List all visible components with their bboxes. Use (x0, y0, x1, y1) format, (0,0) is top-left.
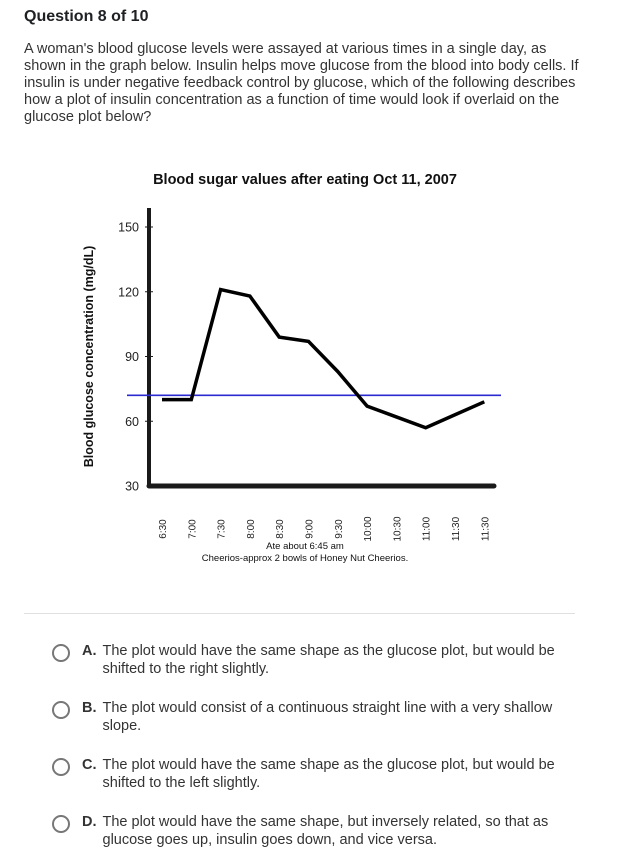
x-tick-label: 10:00 (363, 516, 374, 541)
option-letter: C. (82, 757, 97, 773)
x-tick-label: 9:00 (305, 519, 316, 539)
x-tick-label: 7:30 (217, 519, 228, 539)
radio-button[interactable] (52, 701, 70, 719)
question-text: A woman's blood glucose levels were assa… (24, 41, 579, 125)
option-a[interactable]: A. The plot would have the same shape as … (52, 642, 592, 678)
y-tick-label: 30 (125, 480, 139, 494)
option-letter: B. (82, 700, 97, 716)
x-axis-label: Cheerios-approx 2 bowls of Honey Nut Che… (202, 553, 408, 564)
x-tick-label: 6:30 (158, 519, 169, 539)
glucose-series-line (162, 287, 486, 430)
y-tick-label: 150 (118, 221, 139, 235)
x-tick-label: 11:30 (480, 516, 491, 541)
y-tick-label: 60 (125, 415, 139, 429)
option-text: The plot would have the same shape as th… (102, 643, 555, 677)
option-b[interactable]: B. The plot would consist of a continuous… (52, 699, 592, 735)
radio-button[interactable] (52, 758, 70, 776)
x-tick-label: 11:30 (451, 516, 462, 541)
y-axis-label: Blood glucose concentration (mg/dL) (82, 246, 96, 468)
option-d[interactable]: D. The plot would have the same shape, bu… (52, 813, 592, 849)
glucose-chart: Blood sugar values after eating Oct 11, … (82, 172, 501, 564)
option-text: The plot would consist of a continuous s… (102, 700, 553, 734)
radio-button[interactable] (52, 644, 70, 662)
x-tick-label: 9:30 (334, 519, 345, 539)
radio-button[interactable] (52, 815, 70, 833)
y-tick-label: 90 (125, 350, 139, 364)
x-tick-label: 8:00 (246, 519, 257, 539)
x-tick-label: 7:00 (187, 519, 198, 539)
x-tick-label: 8:30 (275, 519, 286, 539)
x-axis-label: Ate about 6:45 am (266, 541, 344, 552)
option-text: The plot would have the same shape, but … (102, 814, 549, 848)
question-header: Question 8 of 10 (24, 8, 149, 25)
y-tick-label: 120 (118, 285, 139, 299)
x-tick-label: 11:00 (422, 516, 433, 541)
option-c[interactable]: C. The plot would have the same shape as … (52, 756, 592, 792)
divider (24, 613, 575, 614)
chart-title: Blood sugar values after eating Oct 11, … (153, 172, 457, 188)
option-text: The plot would have the same shape as th… (102, 757, 555, 791)
option-letter: A. (82, 643, 97, 659)
option-letter: D. (82, 814, 97, 830)
x-tick-label: 10:30 (392, 516, 403, 541)
